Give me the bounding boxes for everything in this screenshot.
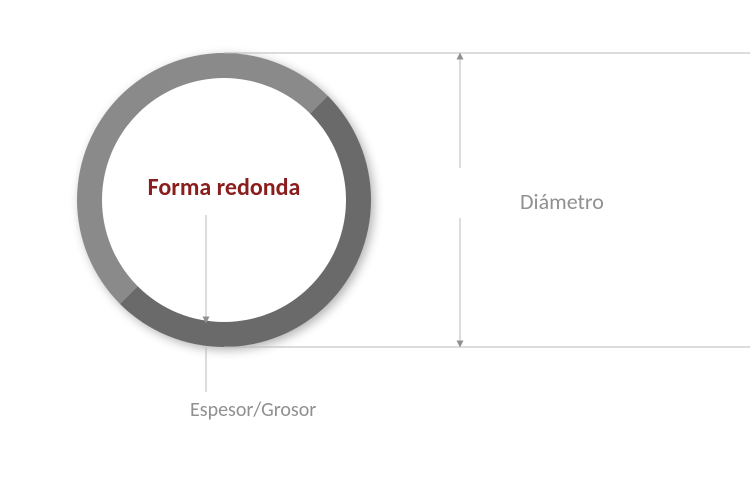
shape-name-label: Forma redonda [104,173,344,202]
diameter-label: Diámetro [520,188,604,215]
thickness-label: Espesor/Grosor [190,398,316,422]
